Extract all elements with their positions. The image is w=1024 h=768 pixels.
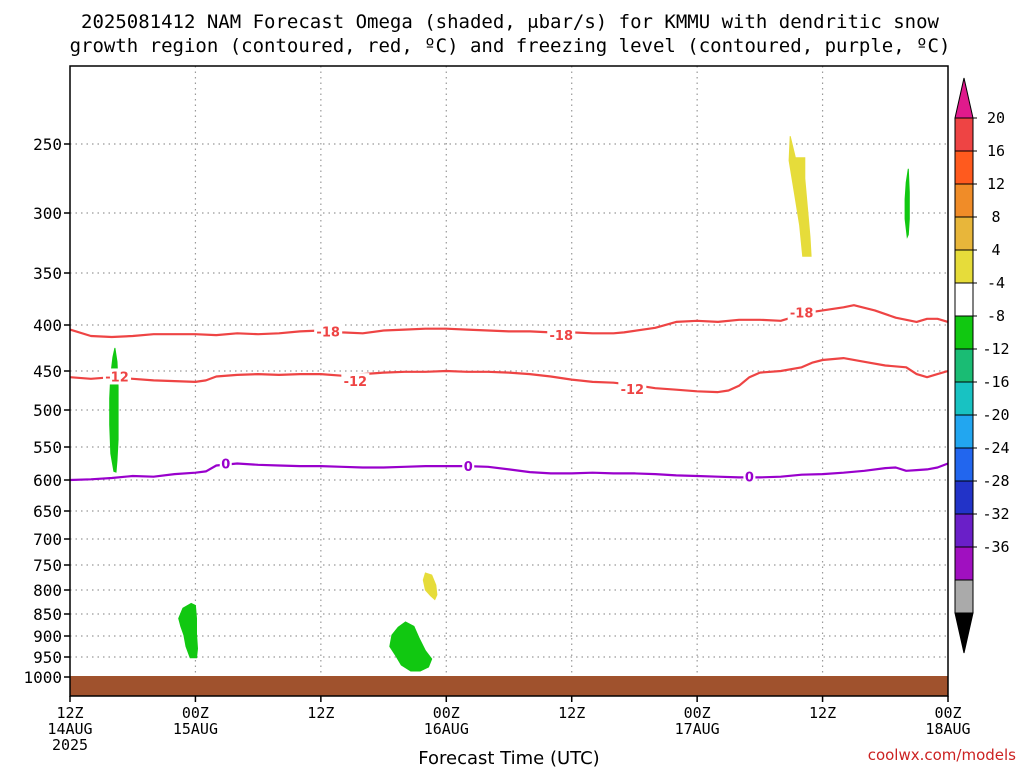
y-tick-label: 600 xyxy=(33,471,62,490)
contour-label: 0 xyxy=(745,471,754,486)
x-tick-label: 00Z xyxy=(934,704,961,722)
y-tick-label: 300 xyxy=(33,204,62,223)
contour-label-bg xyxy=(462,458,475,475)
colorbar-segment xyxy=(954,447,974,482)
x-tick-label: 12Z xyxy=(56,704,83,722)
colorbar-segment xyxy=(954,249,974,284)
x-tick-label: 12Z xyxy=(809,704,836,722)
colorbar-label: -4 xyxy=(987,274,1005,292)
y-tick-label: 650 xyxy=(33,502,62,521)
contour-label: -18 xyxy=(316,325,340,340)
contour-label: -12 xyxy=(105,370,129,385)
colorbar-label: -32 xyxy=(982,505,1009,523)
colorbar-segment xyxy=(954,117,974,152)
contour-lines: -18 -18 -18 -12 -12 -12 0 0 0 xyxy=(69,304,949,486)
x-axis-label: Forecast Time (UTC) xyxy=(418,748,599,768)
y-tick-label: 850 xyxy=(33,605,62,624)
colorbar-label: 4 xyxy=(991,241,1000,259)
colorbar-segment xyxy=(954,513,974,548)
y-tick-label: 250 xyxy=(33,135,62,154)
colorbar-label: 8 xyxy=(991,208,1000,226)
omega-shaded-region xyxy=(904,168,910,239)
colorbar-segment xyxy=(954,579,974,614)
colorbar-segment xyxy=(954,183,974,218)
y-tick-label: 800 xyxy=(33,581,62,600)
colorbar-segment xyxy=(954,546,974,581)
colorbar-segment xyxy=(954,348,974,383)
colorbar-segment xyxy=(954,414,974,449)
y-tick-label: 900 xyxy=(33,627,62,646)
x-tick-label: 00Z xyxy=(433,704,460,722)
contour-label-bg xyxy=(787,304,816,321)
contour-label-bg xyxy=(743,468,756,485)
contour-label: -18 xyxy=(790,307,814,322)
contour-label-bg xyxy=(341,373,370,390)
colorbar-label: -16 xyxy=(982,373,1009,391)
contour-label: -12 xyxy=(621,383,645,398)
colorbar-label: -36 xyxy=(982,538,1009,556)
y-tick-label: 350 xyxy=(33,264,62,283)
y-axis-ticks: 250 300 350 400 450 500 550 600 650 700 750 800 850 9… xyxy=(23,135,70,687)
contour-line xyxy=(69,462,949,482)
colorbar-segment xyxy=(954,282,974,317)
contour-label: -18 xyxy=(550,329,574,344)
y-tick-label: 750 xyxy=(33,556,62,575)
colorbar-label: -28 xyxy=(982,472,1009,490)
y-tick-label: 700 xyxy=(33,530,62,549)
x-tick-label: 00Z xyxy=(182,704,209,722)
colorbar-label: -20 xyxy=(982,406,1009,424)
colorbar-segment xyxy=(954,480,974,515)
y-tick-label: 500 xyxy=(33,401,62,420)
colorbar-label: -8 xyxy=(987,307,1005,325)
colorbar: 20 16 12 8 4 -4 -8 -12 -16 -20 -24 -28 -32 -36 xyxy=(954,77,1010,654)
contour-label: 0 xyxy=(221,458,230,473)
omega-shaded-region xyxy=(178,602,199,659)
y-tick-label: 550 xyxy=(33,438,62,457)
x-tick-label: 2025 xyxy=(52,736,88,754)
contour-label-bg xyxy=(103,368,132,385)
contour-label-bg xyxy=(547,327,576,344)
chart-title-line2: growth region (contoured, red, ºC) and f… xyxy=(70,35,951,57)
plot-frame xyxy=(69,65,949,697)
colorbar-label: 20 xyxy=(987,109,1005,127)
x-tick-label: 14AUG xyxy=(47,720,92,738)
omega-shaded-region xyxy=(422,572,438,601)
y-tick-label: 400 xyxy=(33,316,62,335)
colorbar-label: -12 xyxy=(982,340,1009,358)
colorbar-label: -24 xyxy=(982,439,1009,457)
x-tick-label: 15AUG xyxy=(173,720,218,738)
colorbar-segment xyxy=(954,315,974,350)
colorbar-segment xyxy=(954,216,974,251)
colorbar-segment xyxy=(954,150,974,185)
contour-label-bg xyxy=(219,455,232,472)
x-tick-label: 12Z xyxy=(307,704,334,722)
contour-label: -12 xyxy=(344,375,368,390)
x-tick-label: 12Z xyxy=(558,704,585,722)
colorbar-top-arrow xyxy=(954,77,974,119)
contour-label-bg xyxy=(618,380,647,397)
colorbar-label: 12 xyxy=(987,175,1005,193)
x-tick-label: 00Z xyxy=(684,704,711,722)
x-tick-label: 18AUG xyxy=(925,720,970,738)
y-tick-label: 450 xyxy=(33,362,62,381)
colorbar-bottom-arrow xyxy=(954,612,974,654)
credit-text: coolwx.com/models xyxy=(868,746,1016,764)
omega-shaded-region xyxy=(788,136,812,257)
omega-shaded-region xyxy=(389,621,433,672)
colorbar-segment xyxy=(954,381,974,416)
contour-line xyxy=(69,357,949,394)
grid-lines xyxy=(70,66,948,676)
chart-title-line1: 2025081412 NAM Forecast Omega (shaded, μ… xyxy=(81,11,939,33)
y-tick-label: 1000 xyxy=(23,668,62,687)
contour-label-bg xyxy=(314,323,343,340)
y-tick-label: 950 xyxy=(33,648,62,667)
colorbar-label: 16 xyxy=(987,142,1005,160)
x-tick-label: 16AUG xyxy=(424,720,469,738)
x-tick-label: 17AUG xyxy=(675,720,720,738)
contour-line xyxy=(69,304,949,339)
contour-label: 0 xyxy=(464,460,473,475)
ground-surface xyxy=(70,676,948,696)
